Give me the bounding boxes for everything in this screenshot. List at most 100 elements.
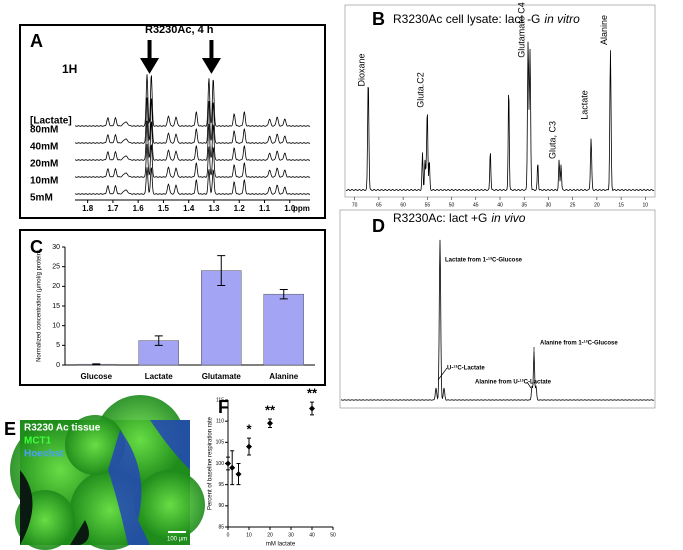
- y-tick-label: 90: [218, 503, 224, 509]
- spectrum: [345, 41, 655, 192]
- peak-label: Alanine from U-¹³C-Lactate: [475, 379, 552, 386]
- peak-label: Lactate: [579, 90, 589, 120]
- nuclei-region: [108, 420, 190, 545]
- x-tick-label: 35: [521, 202, 527, 208]
- panel-frame: [19, 24, 326, 219]
- x-tick-label: 20: [594, 202, 600, 208]
- row-label: 10mM: [30, 176, 58, 187]
- nucleus-label: 1H: [62, 62, 77, 76]
- title-italic: in vitro: [544, 12, 580, 26]
- image-label: MCT1: [24, 436, 52, 447]
- arrow: [201, 40, 221, 74]
- x-tick-label: 1.8: [82, 204, 94, 213]
- y-tick-label: 110: [216, 418, 224, 424]
- plot-frame: [339, 209, 656, 409]
- x-tick-label: 1.6: [133, 204, 145, 213]
- dark-region: [20, 470, 89, 545]
- y-tick-label: 105: [216, 440, 225, 446]
- spectrum: [340, 239, 655, 401]
- bar: [201, 270, 242, 366]
- significance: **: [307, 386, 318, 401]
- x-tick-label: 45: [473, 202, 479, 208]
- panel-letter: E: [4, 419, 16, 439]
- x-tick-label: 40: [309, 532, 315, 538]
- image-label: R3230 Ac tissue: [24, 423, 101, 434]
- panel-title: R3230Ac, 4 h: [145, 24, 214, 36]
- row-label: 5mM: [30, 193, 53, 204]
- x-tick-label: 1.4: [183, 204, 195, 213]
- x-unit: ppm: [293, 204, 310, 213]
- x-tick-label: 1.3: [208, 204, 220, 213]
- x-tick-label: 1.7: [107, 204, 119, 213]
- x-tick-label: 60: [400, 202, 406, 208]
- y-tick-label: 95: [218, 482, 224, 488]
- row-label: 80mM: [30, 125, 58, 136]
- point: [246, 443, 252, 450]
- spectrum: [74, 120, 311, 161]
- cell-region: [135, 470, 205, 540]
- y-tick-label: 0: [56, 362, 60, 369]
- title-italic: in vivo: [491, 211, 525, 225]
- x-tick-label: 1.1: [259, 204, 271, 213]
- y-tick-label: 15: [52, 303, 60, 310]
- panel-letter: D: [372, 216, 385, 236]
- point: [309, 405, 315, 412]
- y-axis-label: Normalized concentration (µmol/g protein…: [37, 250, 43, 362]
- y-tick-label: 20: [52, 283, 60, 290]
- x-tick-label: 1.5: [158, 204, 170, 213]
- spectrum: [74, 97, 311, 144]
- x-tick-label: 65: [376, 202, 382, 208]
- error-bar: [279, 288, 288, 300]
- y-axis-label: Percent of baseline respiration rate: [208, 416, 214, 510]
- panel-title: R3230Ac: lact +G in vivo: [393, 211, 526, 225]
- peak-label: U-¹³C-Lactate: [447, 365, 485, 372]
- x-axis-label: mM lactate: [266, 542, 296, 548]
- x-tick-label: 50: [330, 532, 336, 538]
- legend-title: [Lactate]: [30, 116, 72, 127]
- point: [267, 420, 273, 427]
- x-tick-label: 0: [227, 532, 230, 538]
- spectrum: [74, 167, 311, 195]
- peak-label: Dioxane: [357, 53, 367, 86]
- peak-label: Gluta, C3: [547, 121, 557, 159]
- point: [229, 464, 236, 471]
- x-tick-label: 55: [425, 202, 431, 208]
- panel-letter: A: [30, 31, 43, 51]
- title-text: R3230Ac: lact +G: [393, 211, 487, 225]
- x-tick-label: 1.0: [284, 204, 296, 213]
- x-tick-label: Lactate: [145, 372, 174, 381]
- x-tick-label: 40: [497, 202, 503, 208]
- x-tick-label: 15: [618, 202, 624, 208]
- x-tick-label: Glutamate: [202, 372, 242, 381]
- panel-letter: F: [218, 397, 229, 417]
- peak-label: Glutamate C4: [516, 2, 526, 58]
- row-label: 40mM: [30, 142, 58, 153]
- x-tick-label: 10: [643, 202, 649, 208]
- x-tick-label: 10: [246, 532, 252, 538]
- y-tick-label: 100: [216, 461, 225, 467]
- pointer: [437, 347, 535, 389]
- row-label: 20mM: [30, 159, 58, 170]
- error-bar: [154, 335, 163, 346]
- x-tick-label: 70: [352, 202, 358, 208]
- y-tick-label: 5: [56, 342, 60, 349]
- x-tick-label: 25: [570, 202, 576, 208]
- panel-letter: C: [30, 237, 43, 257]
- peak-label: Lactate from 1-¹³C-Glucose: [445, 257, 523, 264]
- bar: [263, 293, 304, 366]
- point: [235, 471, 242, 478]
- x-tick-label: 20: [267, 532, 273, 538]
- error-bar: [92, 363, 101, 366]
- peak-label: Alanine: [599, 15, 609, 45]
- x-tick-label: 1.2: [234, 204, 246, 213]
- panel-frame: [19, 229, 326, 386]
- y-tick-label: 30: [52, 244, 60, 251]
- y-tick-label: 25: [52, 264, 60, 271]
- spectrum: [74, 143, 311, 178]
- peak-label: Alanine from 1-¹³C-Glucose: [540, 340, 618, 347]
- title-text: R3230Ac cell lysate: lact -G: [393, 12, 540, 26]
- x-tick-label: Alanine: [269, 372, 298, 381]
- point: [225, 460, 231, 467]
- cell-region: [65, 415, 125, 475]
